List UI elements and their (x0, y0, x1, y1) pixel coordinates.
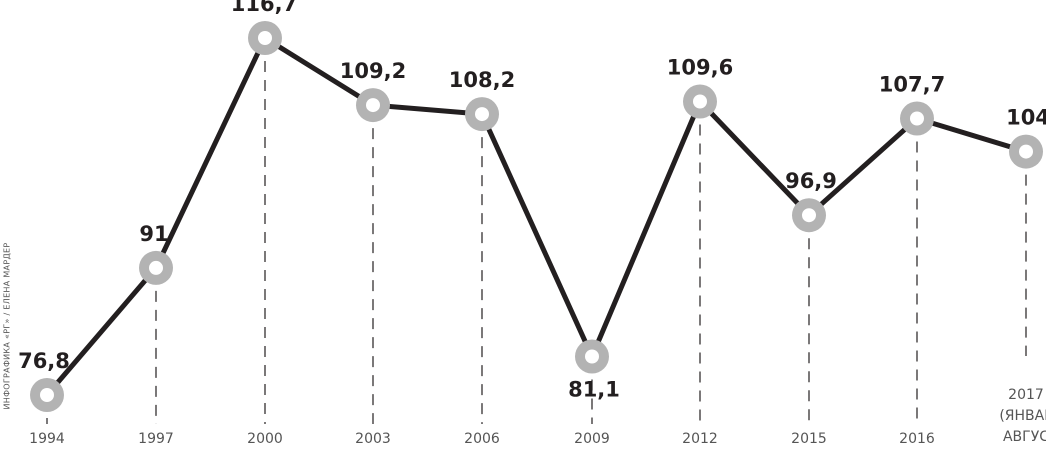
data-label: 81,1 (568, 378, 620, 402)
x-tick-label: 1994 (29, 431, 65, 447)
x-tick-label: 2009 (574, 431, 610, 447)
data-point-marker-center (693, 94, 707, 109)
data-point-marker-center (258, 31, 272, 45)
infographic-credit: ИНФОГРАФИКА «РГ» / ЕЛЕНА МАРДЕР (2, 242, 12, 410)
data-label: 91 (139, 222, 168, 246)
x-tick-label: 2017 (1008, 387, 1044, 403)
data-point-marker-center (585, 349, 599, 364)
data-point-marker-center (40, 388, 54, 402)
x-tick-label: 2003 (355, 431, 391, 447)
data-label: 104, (1006, 106, 1046, 130)
data-label: 116,7 (231, 0, 297, 16)
data-point-marker-center (475, 107, 489, 122)
data-label: 107,7 (879, 73, 945, 97)
x-axis-tick-labels: 1994 1997 2000 2003 2006 2009 2012 2015 2016 2017… (29, 387, 1046, 447)
x-tick-label: (ЯНВАР (999, 408, 1046, 424)
x-tick-label: 2000 (247, 431, 283, 447)
data-label: 96,9 (785, 169, 837, 193)
x-tick-label: 2015 (791, 431, 827, 447)
data-point-marker-center (910, 111, 924, 126)
data-point-marker-center (366, 98, 380, 113)
data-labels: 76,8 91 116,7 109,2 108,2 81,1 109,6 96,9 107,7 1… (18, 0, 1046, 402)
x-tick-label: 2012 (682, 431, 718, 447)
data-point-marker-center (149, 260, 163, 275)
x-tick-label: 2006 (464, 431, 500, 447)
data-points (30, 21, 1043, 412)
series-line (45, 34, 1027, 397)
data-label: 109,6 (667, 56, 733, 80)
data-label: 109,2 (340, 59, 406, 83)
data-label: 76,8 (18, 349, 70, 373)
data-point-marker-center (1019, 144, 1033, 159)
data-label: 108,2 (449, 68, 515, 92)
guide-lines (46, 61, 1027, 424)
x-tick-label: 2016 (899, 431, 935, 447)
x-tick-label: АВГУС (1003, 429, 1046, 445)
x-tick-label: 1997 (138, 431, 174, 447)
data-point-marker-center (802, 208, 816, 223)
